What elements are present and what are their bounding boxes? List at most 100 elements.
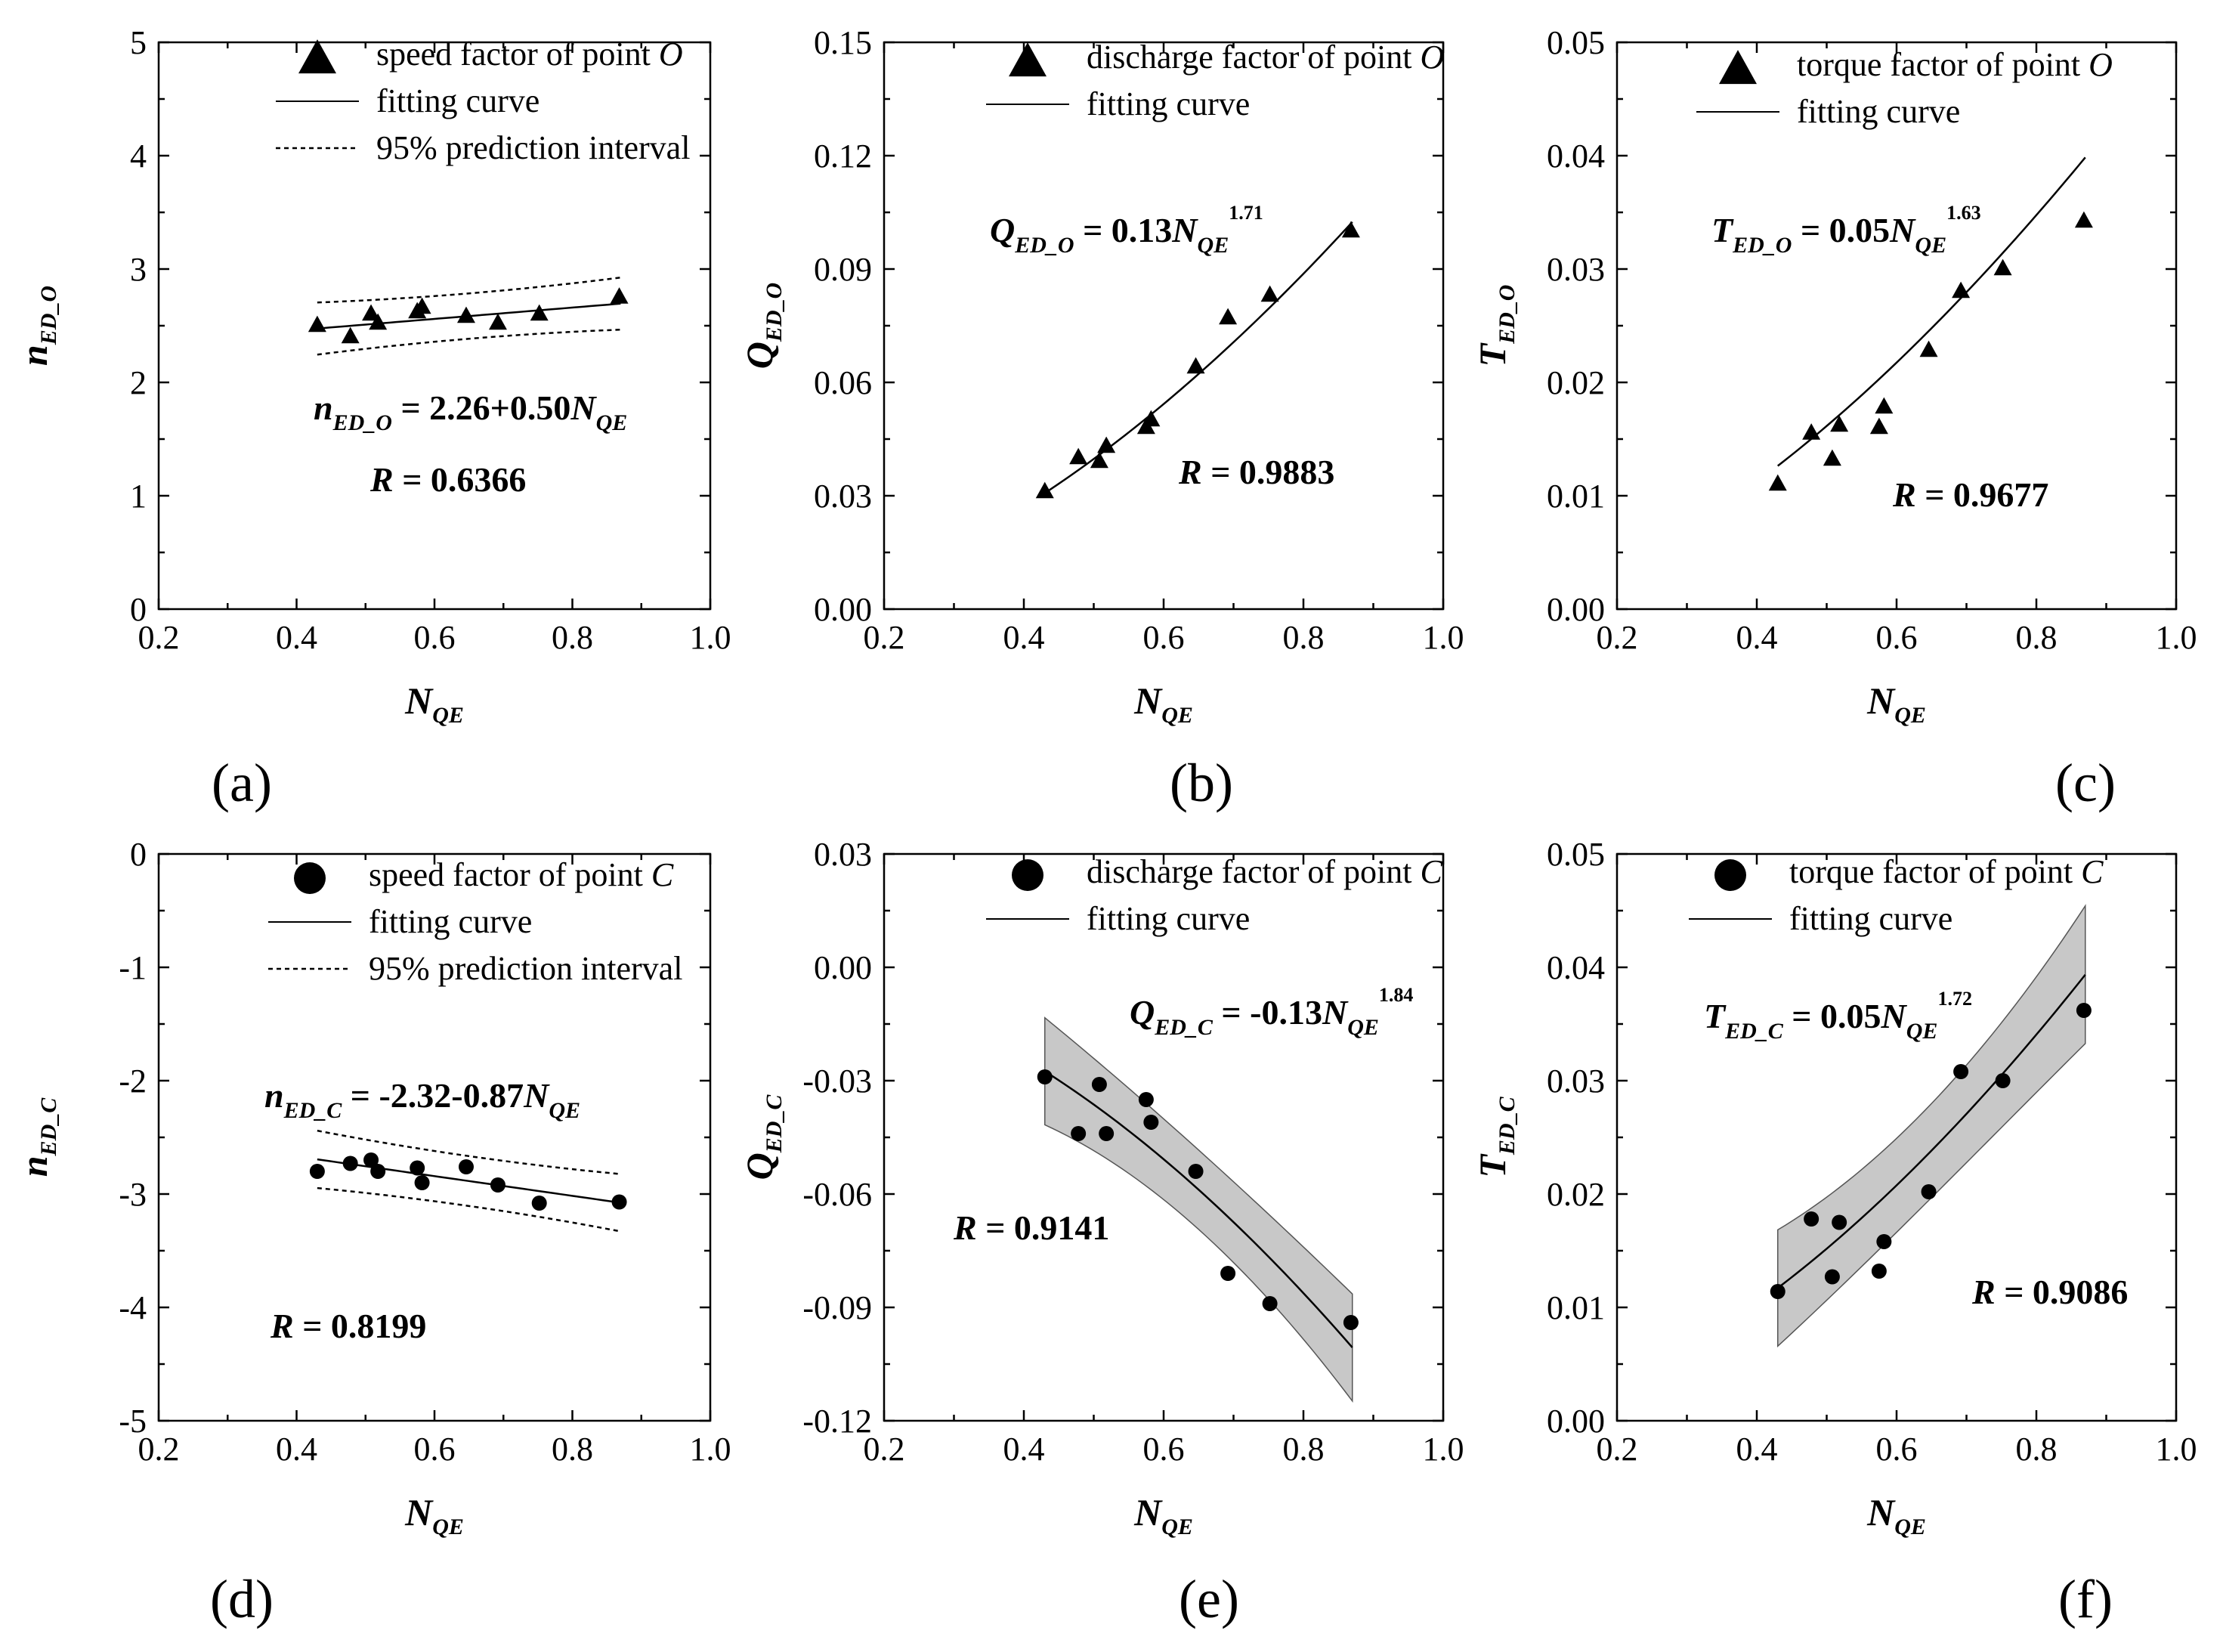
plot-frame [1615,852,2178,1422]
r-value: R = 0.9883 [1178,453,1334,491]
x-tick-label: 0.4 [1003,1431,1045,1468]
legend-marker-circle [1012,859,1043,891]
y-tick-label: 0.05 [1547,24,1605,61]
x-tick-label: 0.2 [138,1431,180,1468]
data-point [1143,1115,1159,1130]
data-point [414,1175,430,1190]
x-tick-label: 0.8 [552,1431,593,1468]
data-point [611,1194,627,1210]
data-point [610,287,629,304]
r-value: R = 0.9677 [1892,475,2048,514]
prediction-lower-line [317,329,621,356]
r-value: R = 0.8199 [270,1307,426,1345]
data-point [1871,1264,1887,1279]
plot-frame [883,41,1445,611]
legend-label: torque factor of point O [1797,46,2113,83]
r-value: R = 0.9141 [953,1208,1109,1247]
data-point [1993,258,2012,276]
fit-equation: nED_C = -2.32-0.87NQE [264,1076,580,1123]
legend-marker-circle [1714,859,1746,891]
x-tick-label: 1.0 [2156,619,2197,656]
panel-label: (e) [1179,1569,1239,1629]
y-tick-label: 4 [130,138,147,175]
chart-panel-f: 0.2 0.4 0.6 0.8 1.0 0.00 0.01 0.02 0.03 0.04 0.05 N… [1471,836,2197,1629]
fit-equation: TED_O = 0.05NQE1.63 [1711,202,1981,258]
y-tick-label: 0.00 [814,591,872,628]
data-point [488,313,507,330]
y-tick-label: 5 [130,24,147,61]
prediction-band [1777,904,2086,1348]
y-tick-label: 0.03 [814,478,872,515]
x-tick-label: 0.6 [1143,619,1185,656]
fitting-curve [1776,973,2086,1289]
prediction-lower-line [317,1186,621,1233]
y-tick-label: 0.12 [814,138,872,175]
y-tick-label: 1 [130,478,147,515]
data-point [308,315,326,333]
legend-marker-triangle [298,39,336,74]
chart-panel-d: 0.2 0.4 0.6 0.8 1.0 -5 -4 -3 -2 -1 0 NQE nED_C speed … [13,836,731,1629]
legend-label: 95% prediction interval [369,950,682,987]
x-tick-label: 1.0 [1423,619,1464,656]
y-tick-label: 0.04 [1547,949,1605,986]
x-tick-label: 0.8 [2016,619,2058,656]
y-tick-label: 3 [130,251,147,288]
x-tick-label: 0.8 [1283,619,1325,656]
y-tick-label: -0.09 [802,1289,872,1326]
y-tick-label: 0.09 [814,251,872,288]
y-tick-label: 0.01 [1547,478,1605,515]
data-point [1953,1064,1969,1079]
data-point [362,304,381,321]
y-tick-label: 0.01 [1547,1289,1605,1326]
data-point [1090,451,1108,469]
panel-label: (b) [1170,753,1233,813]
data-point [1035,481,1054,499]
data-point [1876,1234,1892,1249]
y-axis-title: nED_C [13,1097,61,1177]
data-point [2074,211,2093,228]
data-point [458,1159,474,1174]
x-tick-label: 0.8 [1283,1431,1325,1468]
data-point [1260,285,1279,302]
y-tick-label: 0.03 [1547,1063,1605,1100]
x-tick-label: 0.4 [1736,619,1778,656]
r-value: R = 0.6366 [369,460,526,499]
data-point [1952,281,1971,299]
y-tick-label: -0.06 [802,1176,872,1213]
y-tick-label: 0.00 [1547,591,1605,628]
legend-label: fitting curve [376,82,540,119]
x-tick-label: 0.8 [2016,1431,2058,1468]
legend-label: fitting curve [1087,85,1250,122]
legend-label: discharge factor of point O [1087,39,1444,76]
y-tick-label: -2 [119,1063,147,1100]
x-tick-label: 0.2 [138,619,180,656]
fit-equation: QED_O = 0.13NQE1.71 [990,202,1263,258]
legend-label: fitting curve [1087,900,1250,937]
data-point [1823,449,1841,466]
x-axis-title: NQE [404,1491,464,1539]
y-axis-title: QED_C [738,1094,787,1180]
legend-label: speed factor of point C [369,856,674,893]
x-tick-label: 0.4 [276,619,317,656]
data-point [531,1196,547,1211]
data-point [370,1164,386,1179]
data-point [309,1164,325,1179]
chart-panel-e: 0.2 0.4 0.6 0.8 1.0 -0.12 -0.09 -0.06 -0.03 0.00 0… [738,836,1464,1629]
data-point [1343,1315,1359,1330]
data-point [1802,423,1821,440]
x-tick-label: 0.6 [1143,1431,1185,1468]
x-axis-title: NQE [1133,1491,1193,1539]
y-tick-label: -5 [119,1403,147,1440]
legend-marker-triangle [1719,50,1757,85]
legend-label: 95% prediction interval [376,129,690,166]
x-tick-label: 0.6 [414,619,456,656]
data-point [1768,474,1787,491]
data-point [1995,1073,2011,1088]
data-point [1219,308,1238,325]
legend-label: discharge factor of point C [1087,853,1442,890]
data-point [1220,1266,1236,1281]
y-tick-label: 0.00 [1547,1403,1605,1440]
data-point [413,297,431,314]
x-tick-label: 0.6 [1876,1431,1918,1468]
y-tick-label: 0.02 [1547,1176,1605,1213]
